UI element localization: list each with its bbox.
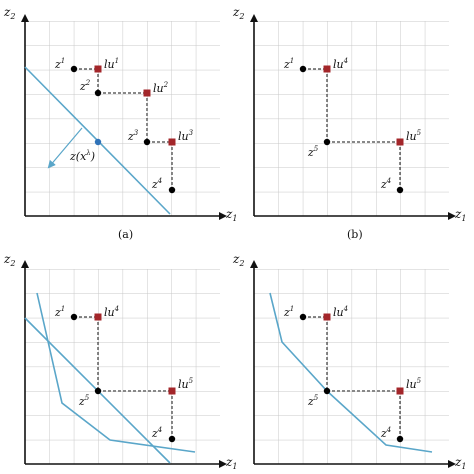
point-z2 bbox=[94, 89, 102, 97]
label-z1: z1 bbox=[54, 57, 65, 71]
panel-a: z2 z1 z1 z2 z3 z4 lu1 lu2 lu3 z(xλ) (a) bbox=[3, 5, 237, 241]
label-lu5: lu5 bbox=[406, 377, 422, 391]
point-lu4 bbox=[323, 65, 331, 73]
label-lu4: lu4 bbox=[333, 57, 348, 71]
label-lu3: lu3 bbox=[178, 129, 194, 143]
y-axis-label: z2 bbox=[232, 5, 244, 21]
panel-d: z2 z1 z1 z5 z4 lu4 lu5 bbox=[232, 252, 466, 471]
point-z1 bbox=[70, 65, 78, 73]
label-z5: z5 bbox=[307, 145, 319, 159]
label-z4: z4 bbox=[151, 426, 162, 440]
point-z5 bbox=[323, 138, 331, 146]
panel-b: z2 z1 z1 z5 z4 lu4 lu5 (b) bbox=[232, 5, 466, 241]
label-lu2: lu2 bbox=[153, 81, 169, 95]
panel-caption: (b) bbox=[347, 228, 363, 241]
label-lu4: lu4 bbox=[333, 305, 348, 319]
point-lu3 bbox=[168, 138, 176, 146]
label-z1: z1 bbox=[283, 305, 294, 319]
point-z1 bbox=[70, 313, 78, 321]
point-lu5 bbox=[396, 138, 404, 146]
label-z3: z3 bbox=[127, 129, 139, 143]
x-axis-label: z1 bbox=[454, 455, 466, 471]
label-projection: z(xλ) bbox=[69, 149, 95, 163]
point-z4 bbox=[396, 186, 404, 194]
panel-c: z2 z1 z1 z5 z4 lu4 lu5 bbox=[3, 252, 237, 471]
x-axis-label: z1 bbox=[454, 207, 466, 223]
normal-arrow bbox=[47, 127, 83, 169]
y-axis-label: z2 bbox=[3, 5, 15, 21]
label-lu5: lu5 bbox=[178, 377, 194, 391]
label-lu1: lu1 bbox=[104, 57, 119, 71]
point-z4 bbox=[396, 435, 404, 443]
y-axis-label: z2 bbox=[3, 252, 15, 268]
label-z1: z1 bbox=[283, 57, 294, 71]
point-lu5 bbox=[168, 387, 176, 395]
grid bbox=[25, 269, 220, 464]
grid bbox=[254, 269, 449, 464]
label-lu4: lu4 bbox=[104, 305, 119, 319]
label-z5: z5 bbox=[307, 394, 319, 408]
point-lu5 bbox=[396, 387, 404, 395]
panel-caption: (a) bbox=[118, 228, 133, 241]
x-axis-label: z1 bbox=[225, 207, 237, 223]
point-lu1 bbox=[94, 65, 102, 73]
point-z1 bbox=[299, 65, 307, 73]
point-lu2 bbox=[143, 89, 151, 97]
label-z4: z4 bbox=[380, 426, 391, 440]
grid bbox=[254, 21, 449, 216]
point-z4 bbox=[168, 435, 176, 443]
point-z5 bbox=[323, 387, 331, 395]
label-z5: z5 bbox=[78, 394, 90, 408]
point-z5 bbox=[94, 387, 102, 395]
grid bbox=[25, 21, 220, 216]
label-lu5: lu5 bbox=[406, 129, 422, 143]
point-z3 bbox=[143, 138, 151, 146]
point-z4 bbox=[168, 186, 176, 194]
x-axis-label: z1 bbox=[225, 455, 237, 471]
label-z1: z1 bbox=[54, 305, 65, 319]
label-z4: z4 bbox=[151, 177, 162, 191]
projection-point bbox=[94, 138, 102, 146]
blue-curve bbox=[36, 292, 196, 453]
point-lu4 bbox=[323, 313, 331, 321]
label-z2: z2 bbox=[79, 79, 91, 93]
point-lu4 bbox=[94, 313, 102, 321]
y-axis-label: z2 bbox=[232, 252, 244, 268]
label-z4: z4 bbox=[380, 177, 391, 191]
point-z1 bbox=[299, 313, 307, 321]
